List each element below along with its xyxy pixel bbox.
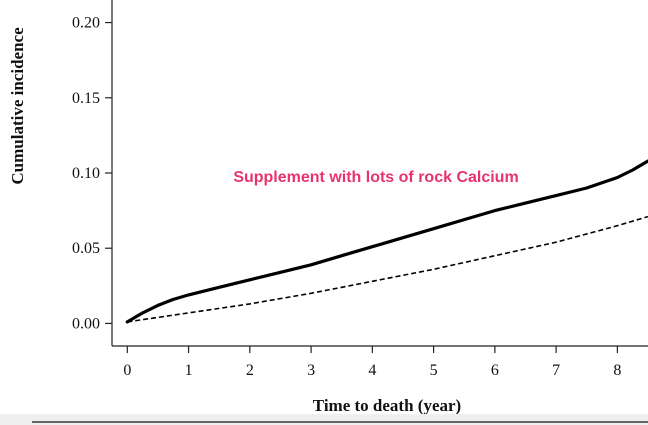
x-tick-label: 5 (430, 362, 438, 379)
y-tick-label: 0.00 (72, 315, 100, 332)
x-tick-label: 4 (368, 362, 376, 379)
x-tick-label: 2 (246, 362, 254, 379)
y-tick-label: 0.15 (72, 90, 100, 107)
y-axis-ticks: 0.00 0.05 0.10 0.15 0.20 (72, 15, 112, 332)
y-tick-label: 0.20 (72, 15, 100, 32)
supplement-series-line (125, 159, 648, 324)
x-tick-label: 3 (307, 362, 315, 379)
bottom-strip (0, 414, 648, 425)
y-axis-title: Cumulative incidence (8, 27, 27, 185)
bottom-divider (32, 421, 648, 423)
series-layer (125, 159, 648, 324)
y-tick-label: 0.05 (72, 240, 100, 257)
y-tick-label: 0.10 (72, 165, 100, 182)
annotation-label: Supplement with lots of rock Calcium (233, 169, 518, 186)
x-tick-label: 1 (185, 362, 193, 379)
x-tick-label: 7 (552, 362, 560, 379)
x-tick-label: 8 (613, 362, 621, 379)
x-axis-title: Time to death (year) (313, 396, 461, 415)
x-tick-label: 0 (123, 362, 131, 379)
x-axis-ticks: 0 1 2 3 4 5 6 7 8 (123, 346, 621, 379)
x-tick-label: 6 (491, 362, 499, 379)
reference-series-line (127, 215, 648, 323)
